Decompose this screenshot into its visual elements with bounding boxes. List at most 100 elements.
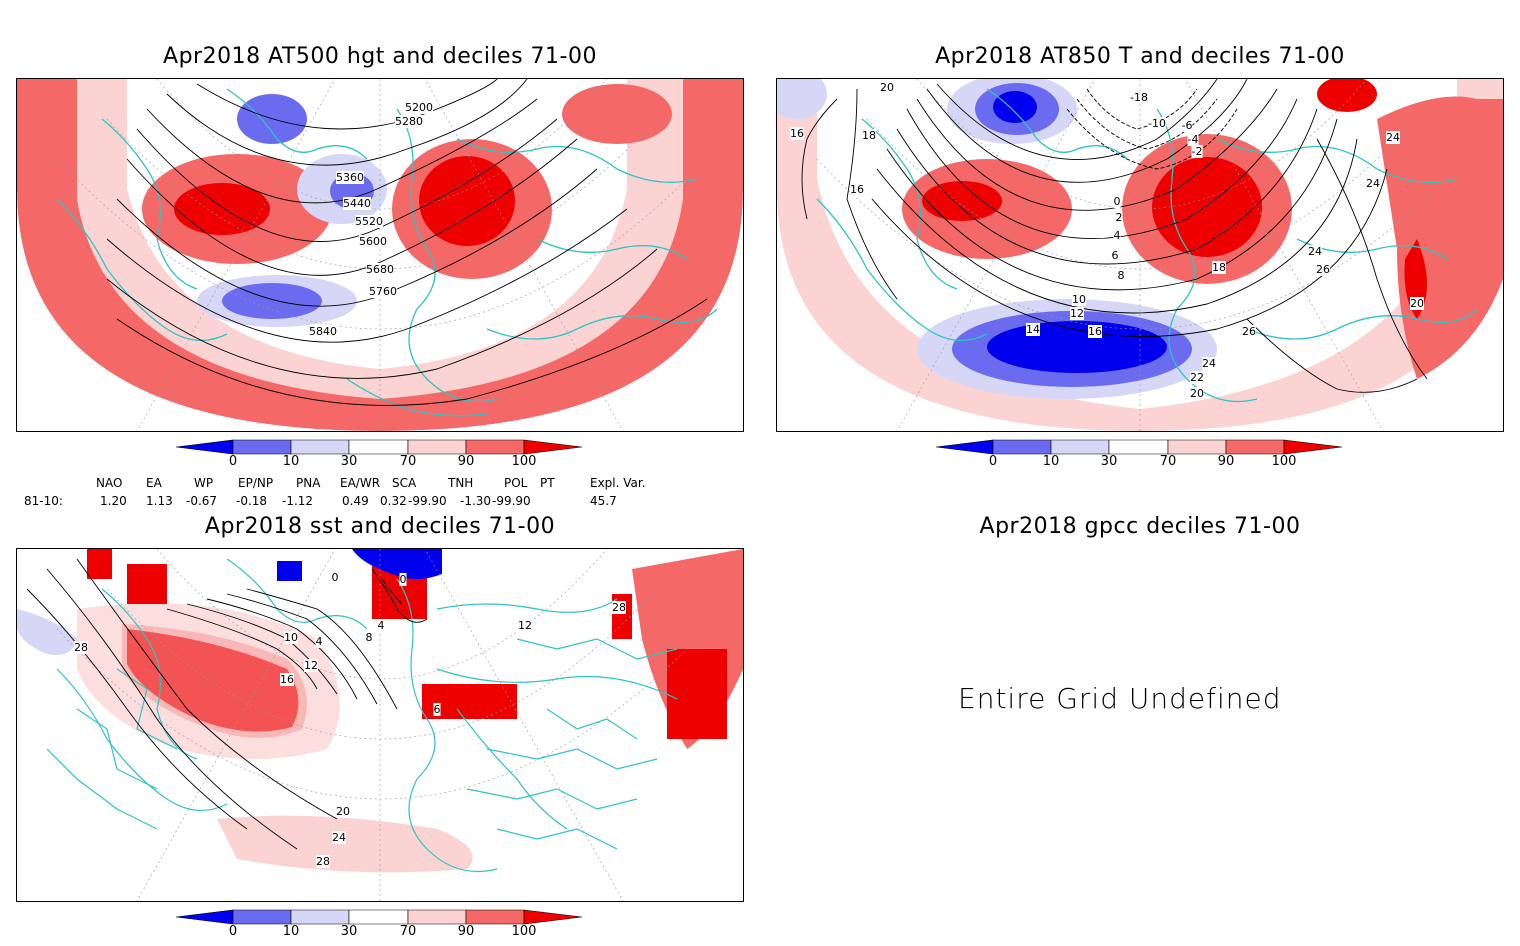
colorbar-segment bbox=[465, 439, 525, 455]
contour-label: 16 bbox=[850, 183, 864, 196]
index-value: 1.13 bbox=[146, 494, 173, 508]
colorbar-segment bbox=[1167, 439, 1227, 455]
coastlines bbox=[816, 88, 1478, 403]
colorbar-tick: 90 bbox=[457, 454, 475, 469]
map-sst bbox=[17, 549, 743, 901]
index-header: PNA bbox=[296, 476, 321, 490]
contour-label: 16 bbox=[280, 673, 294, 686]
panel-title-hgt500: Apr2018 AT500 hgt and deciles 71-00 bbox=[163, 44, 597, 69]
contour-label: -18 bbox=[1130, 91, 1148, 104]
contour-label: 10 bbox=[284, 631, 298, 644]
height-contours bbox=[106, 79, 708, 406]
contour-label: 0 bbox=[331, 571, 339, 584]
contour-label: -2 bbox=[1191, 145, 1203, 158]
contour-label: 5760 bbox=[369, 285, 397, 298]
decile-area-red-hudson bbox=[127, 564, 167, 604]
decile-area-blue-greenland-strong bbox=[993, 91, 1037, 123]
temperature-contours bbox=[801, 79, 1428, 393]
contour-label: 20 bbox=[336, 805, 350, 818]
index-row-label: 81-10: bbox=[24, 494, 63, 508]
contour-label: 24 bbox=[1308, 245, 1322, 258]
contour-label: -4 bbox=[1187, 133, 1199, 146]
contour-label-group-t850: 20 18 16 16 -18 -10 -6 -4 -2 0 2 4 6 8 1… bbox=[777, 79, 1503, 431]
colorbar-hgt500 bbox=[175, 439, 583, 455]
panel-title-t850: Apr2018 AT850 T and deciles 71-00 bbox=[935, 44, 1345, 69]
colorbar-tick: 100 bbox=[1271, 454, 1297, 469]
colorbar-tick: 30 bbox=[340, 924, 358, 939]
contour-label: 0 bbox=[1113, 195, 1121, 208]
graticule bbox=[56, 549, 708, 901]
contour-label: 28 bbox=[74, 641, 88, 654]
contour-label: 0 bbox=[399, 573, 407, 586]
colorbar-segments bbox=[175, 909, 583, 925]
index-value: -99.90 bbox=[408, 494, 447, 508]
colorbar-segment bbox=[348, 909, 409, 925]
index-header: POL bbox=[504, 476, 528, 490]
colorbar-tick: 0 bbox=[988, 454, 998, 469]
colorbar-segment bbox=[232, 909, 292, 925]
colorbar-sst bbox=[175, 909, 583, 925]
indices-header-row: NAO EA WP EP/NP PNA EA/WR SCA TNH POL PT… bbox=[20, 476, 720, 494]
index-header: EP/NP bbox=[238, 476, 274, 490]
colorbar-segment bbox=[407, 439, 467, 455]
decile-area-strong-red-europe bbox=[419, 156, 515, 246]
colorbar-tick: 0 bbox=[228, 924, 238, 939]
contour-label: 5680 bbox=[366, 263, 394, 276]
index-value: 45.7 bbox=[590, 494, 617, 508]
index-value: -1.12 bbox=[282, 494, 314, 508]
colorbar-labels-hgt500: 0 10 30 70 90 100 bbox=[170, 454, 590, 474]
colorbar-tick: 100 bbox=[511, 454, 537, 469]
panel-title-gpcc: Apr2018 gpcc deciles 71-00 bbox=[979, 514, 1301, 539]
colorbar-segment bbox=[992, 439, 1052, 455]
contour-label: 5840 bbox=[309, 325, 337, 338]
colorbar-labels-t850: 0 10 30 70 90 100 bbox=[930, 454, 1350, 474]
coastlines bbox=[56, 88, 718, 417]
colorbar-segments bbox=[935, 439, 1343, 455]
colorbar-segment bbox=[175, 439, 234, 455]
colorbar-labels-sst: 0 10 30 70 90 100 bbox=[170, 924, 590, 940]
contour-label: 24 bbox=[332, 831, 346, 844]
colorbar-segment bbox=[465, 909, 525, 925]
index-value: -1.30 bbox=[460, 494, 492, 508]
contour-label: 16 bbox=[1088, 325, 1102, 338]
contour-label: 14 bbox=[1026, 323, 1040, 336]
temperature-contours-negative bbox=[1066, 88, 1238, 170]
decile-area-mid-blue-central-atlantic bbox=[222, 283, 322, 319]
panel-title-sst: Apr2018 sst and deciles 71-00 bbox=[204, 514, 556, 539]
colorbar-segment bbox=[1225, 439, 1285, 455]
colorbar-segment bbox=[290, 909, 350, 925]
index-value: 1.20 bbox=[100, 494, 127, 508]
index-header: TNH bbox=[448, 476, 474, 490]
contour-label: 4 bbox=[377, 619, 385, 632]
index-header: PT bbox=[540, 476, 555, 490]
colorbar-segment bbox=[407, 909, 467, 925]
decile-area-blue-baffin bbox=[277, 561, 302, 581]
colorbar-tick: 30 bbox=[340, 454, 358, 469]
contour-label: -6 bbox=[1181, 119, 1193, 132]
contour-label: 5600 bbox=[359, 235, 387, 248]
contour-label: 4 bbox=[1113, 229, 1121, 242]
colorbar-tick: 100 bbox=[511, 924, 537, 939]
contour-label: 28 bbox=[316, 855, 330, 868]
contour-label: 22 bbox=[1190, 371, 1204, 384]
contour-label: 12 bbox=[518, 619, 532, 632]
contour-label-group-sst: 28 0 0 4 8 4 10 12 16 12 20 24 28 28 6 bbox=[17, 549, 743, 901]
index-header: EA bbox=[146, 476, 162, 490]
contour-label: 16 bbox=[790, 127, 804, 140]
contour-label: -10 bbox=[1148, 117, 1166, 130]
colorbar-segment bbox=[1108, 439, 1169, 455]
contour-label: 6 bbox=[433, 703, 441, 716]
colorbar-segment bbox=[1283, 439, 1343, 455]
contour-label: 8 bbox=[365, 631, 373, 644]
contour-label: 4 bbox=[315, 635, 323, 648]
colorbar-t850 bbox=[935, 439, 1343, 455]
contour-label: 12 bbox=[304, 659, 318, 672]
decile-area-red-east-asia bbox=[1377, 96, 1503, 379]
colorbar-tick: 70 bbox=[399, 454, 417, 469]
colorbar-tick: 0 bbox=[228, 454, 238, 469]
contour-label: 5360 bbox=[336, 171, 364, 184]
grid-undefined-message: Entire Grid Undefined bbox=[958, 682, 1282, 715]
contour-label: 5520 bbox=[355, 215, 383, 228]
colorbar-segment bbox=[523, 909, 583, 925]
contour-label: 18 bbox=[1212, 261, 1226, 274]
